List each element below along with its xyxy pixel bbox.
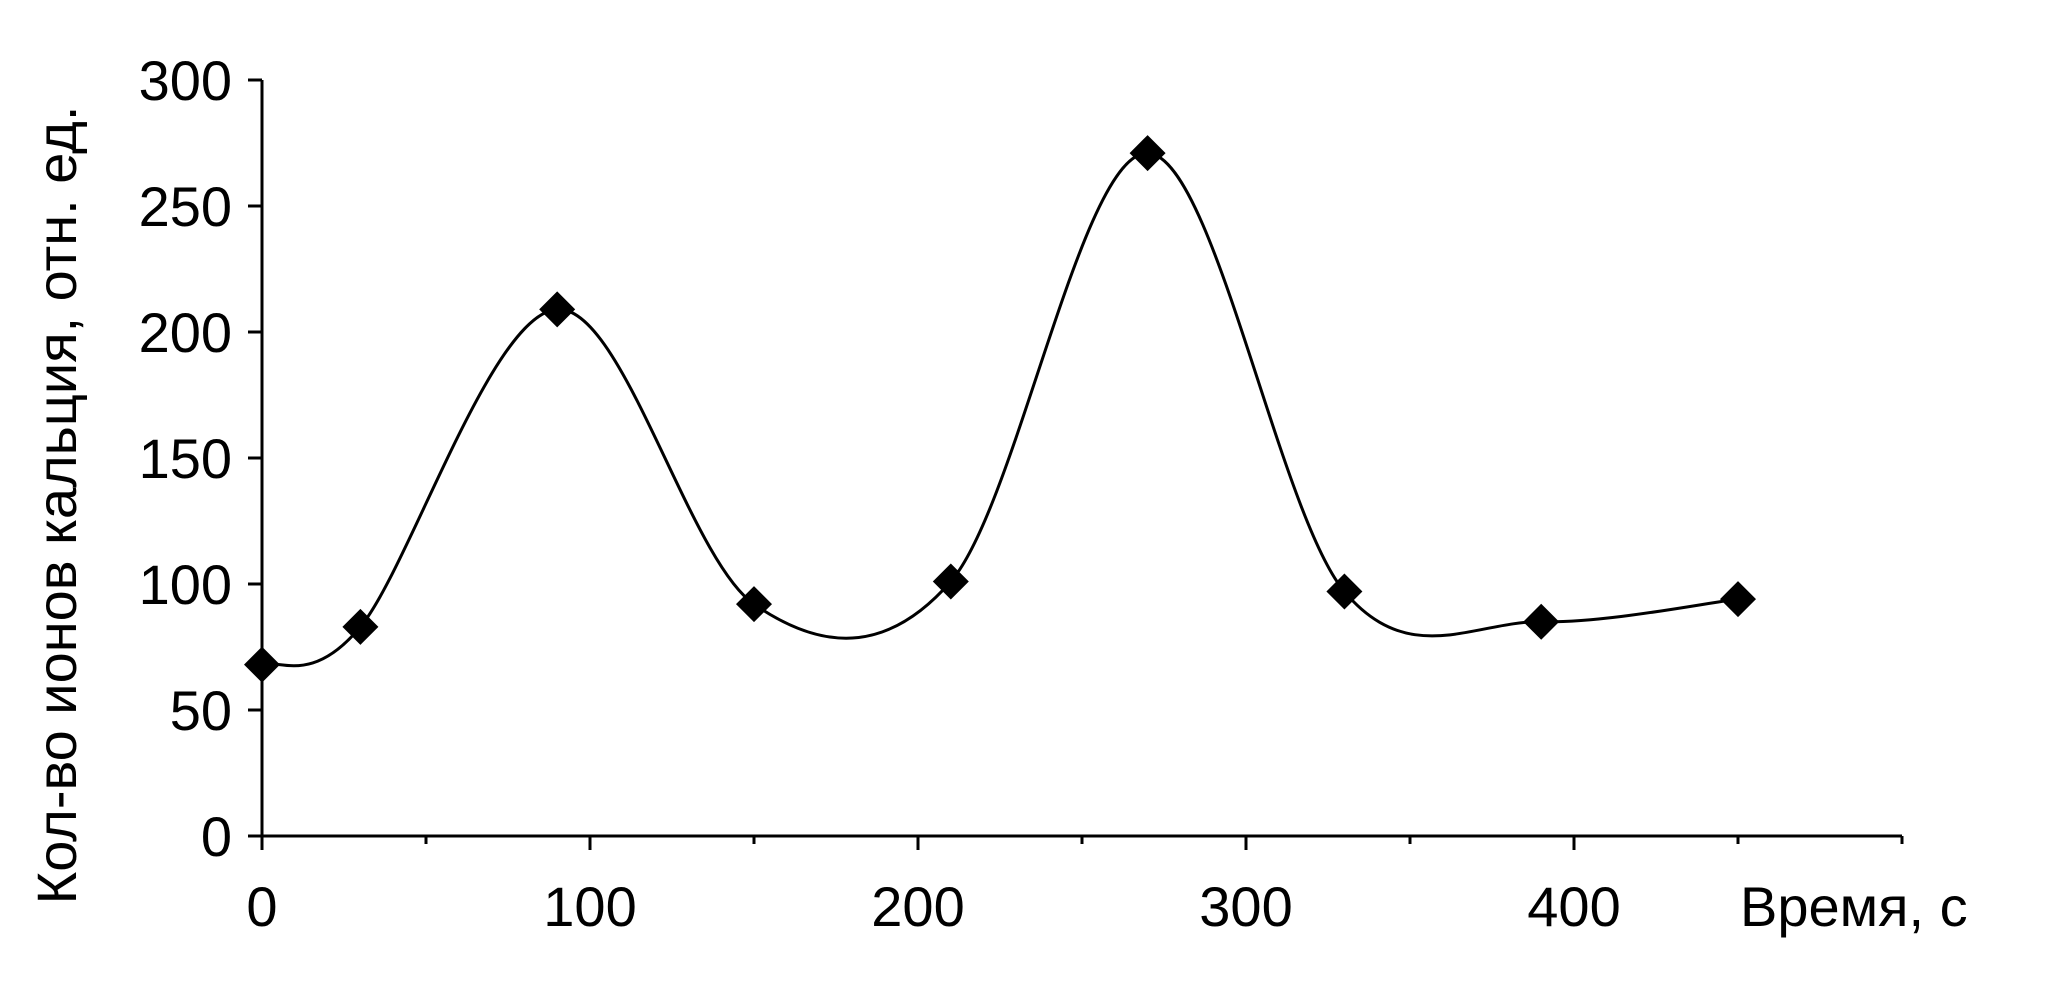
data-point-marker [342,608,379,645]
x-axis-title: Время, с [1740,875,1968,938]
data-point-marker [244,646,280,683]
y-axis-title: Кол-во ионов кальция, отн. ед. [25,106,88,905]
axes: 0 100 200 300 400 0 50 100 150 200 250 300 [139,49,1904,938]
x-tick-label: 0 [246,875,277,938]
data-point-marker [539,291,576,328]
data-point-marker [1720,581,1756,618]
data-point-marker [1523,603,1560,640]
data-point-marker [932,563,969,600]
y-tick-label: 300 [139,49,232,112]
x-tick-label: 200 [871,875,964,938]
y-tick-label: 250 [139,175,232,238]
data-point-marker [1129,135,1166,172]
y-tick-label: 150 [139,427,232,490]
data-point-marker [736,586,772,623]
y-ticks: 0 50 100 150 200 250 300 [139,49,262,868]
x-ticks: 0 100 200 300 400 [246,836,1904,938]
y-tick-label: 50 [170,679,232,742]
series-line [261,151,1739,668]
y-tick-label: 0 [201,805,232,868]
data-markers [244,135,1756,683]
x-tick-label: 400 [1527,875,1620,938]
y-tick-label: 200 [139,301,232,364]
x-tick-label: 100 [543,875,636,938]
y-tick-label: 100 [139,553,232,616]
data-point-marker [1326,573,1363,610]
x-tick-label: 300 [1199,875,1292,938]
